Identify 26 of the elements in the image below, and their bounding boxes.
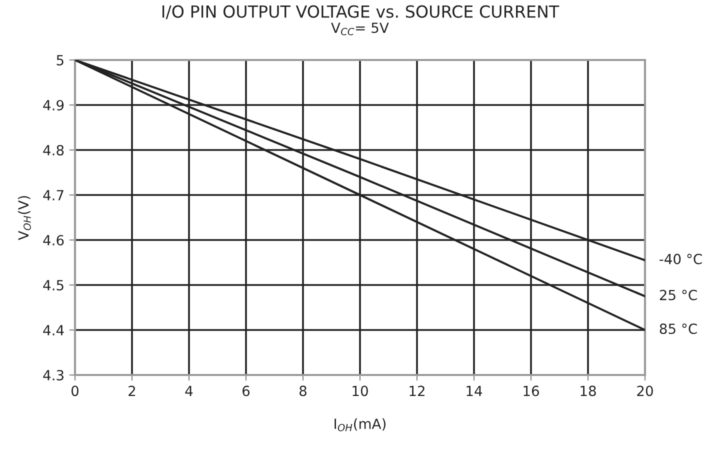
x-tick-label: 6 [242, 386, 250, 396]
series-label: 25 °C [660, 290, 697, 300]
chart-subtitle: V$_{CC}$= 5V [331, 22, 389, 36]
x-tick-label: 18 [580, 386, 596, 396]
x-tick-label: 14 [466, 386, 482, 396]
y-axis-title: V$_{OH}$(V) [18, 196, 31, 240]
x-tick-label: 10 [352, 386, 368, 396]
y-tick-label: 4.9 [43, 100, 64, 110]
x-tick-label: 2 [128, 386, 136, 396]
y-tick-label: 4.7 [43, 190, 64, 200]
x-tick-label: 8 [300, 386, 306, 396]
x-tick-label: 4 [185, 386, 193, 396]
x-tick-label: 0 [71, 386, 78, 396]
y-tick-label: 4.6 [43, 234, 64, 246]
series-label: 85 °C [660, 324, 697, 334]
x-tick-label: 20 [637, 386, 653, 396]
x-tick-label: 12 [410, 386, 424, 396]
y-tick-label: 4.8 [43, 144, 64, 156]
x-axis-title: I$_{OH}$(mA) [334, 418, 386, 432]
y-tick-label: 4.4 [43, 325, 64, 336]
series-label: -40 °C [660, 254, 702, 264]
chart-title: I/O PIN OUTPUT VOLTAGE vs. SOURCE CURRENT [162, 5, 560, 20]
y-tick-label: 4.3 [43, 370, 64, 380]
y-tick-label: 4.5 [43, 280, 64, 290]
y-tick-label: 5 [56, 55, 64, 66]
x-tick-label: 16 [524, 386, 539, 396]
